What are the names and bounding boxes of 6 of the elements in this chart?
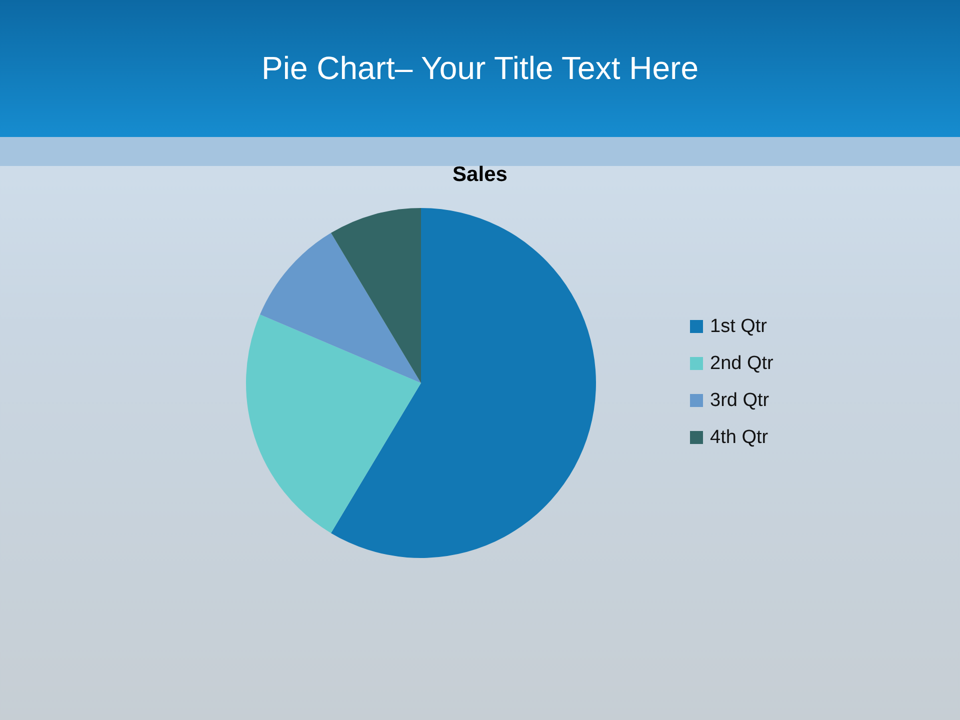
legend-label: 2nd Qtr <box>710 352 774 374</box>
legend-label: 3rd Qtr <box>710 390 770 412</box>
chart-subtitle: Sales <box>452 162 508 188</box>
legend-label: 1st Qtr <box>710 316 768 338</box>
chart-title: Pie Chart– Your Title Text Here <box>260 49 700 88</box>
legend-label: 4th Qtr <box>710 426 768 448</box>
